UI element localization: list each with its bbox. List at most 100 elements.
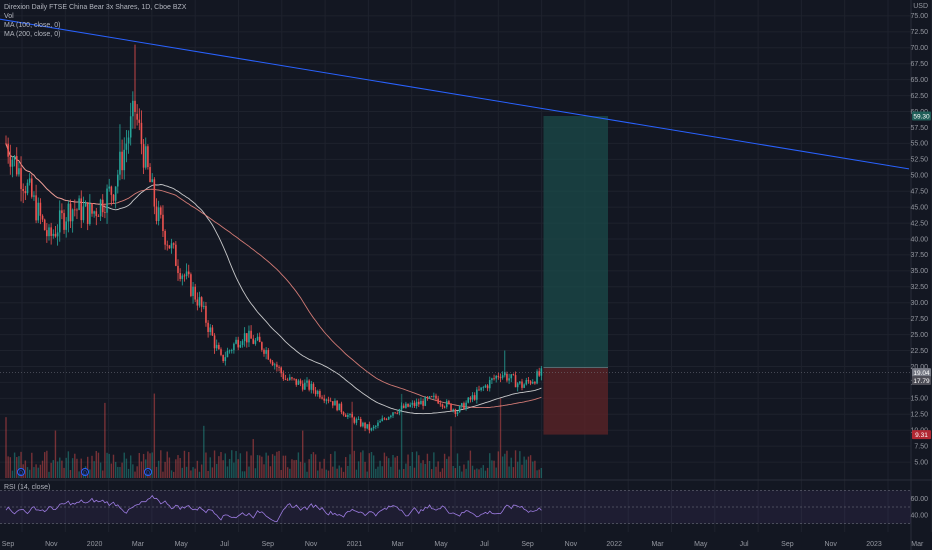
- volume-bar: [495, 467, 497, 478]
- candle-body: [512, 374, 515, 376]
- candle-body: [250, 330, 252, 339]
- candle-body: [162, 214, 164, 231]
- candle-body: [370, 428, 373, 431]
- volume-bar: [211, 467, 214, 478]
- price-tag-label: 59.30: [913, 113, 930, 120]
- price-tag-label: 9.31: [915, 432, 928, 439]
- x-tick-label: Sep: [262, 541, 275, 548]
- candle-body: [149, 167, 151, 183]
- volume-bar: [486, 467, 489, 478]
- ma100-legend[interactable]: MA (100, close, 0): [4, 22, 61, 29]
- rsi-legend[interactable]: RSI (14, close): [4, 484, 51, 491]
- volume-bar: [398, 469, 401, 478]
- volume-bar: [112, 454, 115, 478]
- candle-body: [125, 143, 128, 150]
- price-tag: 9.31: [912, 430, 931, 440]
- candle-body: [304, 382, 306, 390]
- price-tag-box: [912, 368, 931, 378]
- candle-body: [132, 100, 134, 117]
- volume-bar: [536, 470, 538, 478]
- volume-bar: [200, 464, 203, 478]
- volume-bar: [527, 456, 530, 478]
- candle-body: [314, 390, 317, 395]
- volume-bar: [280, 469, 282, 478]
- volume-bar: [198, 471, 201, 478]
- candle-body: [338, 403, 341, 411]
- candle-body: [372, 426, 375, 429]
- volume-bar: [379, 460, 381, 478]
- candle-body: [164, 230, 166, 245]
- volume-bar: [385, 456, 388, 478]
- volume-bar: [177, 455, 179, 478]
- volume-bar: [31, 452, 33, 478]
- candle-body: [491, 378, 493, 381]
- candle-body: [269, 359, 272, 362]
- candle-body: [465, 402, 467, 410]
- y-tick-label: 15.00: [910, 396, 928, 403]
- candle-body: [430, 396, 433, 398]
- volume-bar: [355, 469, 358, 478]
- volume-bar: [50, 462, 52, 478]
- volume-bar: [523, 456, 525, 478]
- candle-body: [170, 243, 173, 249]
- volume-bar: [231, 450, 233, 478]
- event-marker-dot: [81, 468, 89, 476]
- candle-body: [525, 380, 528, 385]
- candle-body: [254, 340, 257, 344]
- symbol-title[interactable]: Direxion Daily FTSE China Bear 3x Shares…: [4, 4, 187, 11]
- candle-body: [441, 404, 444, 407]
- volume-bar: [471, 465, 474, 478]
- y-tick-label: 52.50: [910, 157, 928, 164]
- chart-legend: Direxion Daily FTSE China Bear 3x Shares…: [4, 3, 186, 39]
- volume-bar: [510, 457, 512, 478]
- volume-bar: [506, 450, 508, 478]
- volume-bar: [237, 459, 239, 478]
- volume-bar: [514, 450, 517, 478]
- volume-bar: [424, 463, 426, 478]
- candle-body: [306, 380, 308, 383]
- volume-bar: [61, 460, 63, 478]
- y-tick-label: 12.50: [910, 412, 928, 419]
- volume-bar: [246, 451, 248, 478]
- candle-body: [134, 100, 136, 113]
- volume-bar: [306, 471, 308, 478]
- volume-legend[interactable]: Vol: [4, 13, 14, 20]
- volume-bar: [175, 459, 177, 478]
- x-tick-label: Nov: [45, 541, 58, 548]
- candle-body: [37, 202, 40, 221]
- x-tick-label: Nov: [824, 541, 837, 548]
- volume-bar: [368, 453, 371, 478]
- candle-body: [510, 374, 513, 379]
- volume-bar: [179, 458, 181, 478]
- volume-bar: [93, 461, 95, 478]
- volume-bar: [439, 471, 441, 478]
- candle-body: [198, 297, 201, 306]
- volume-bar: [164, 461, 166, 478]
- volume-bar: [33, 467, 35, 478]
- volume-bar: [383, 452, 386, 478]
- volume-bar: [16, 457, 18, 478]
- candle-body: [177, 265, 179, 274]
- candle-body: [99, 199, 102, 217]
- candle-body: [39, 202, 42, 216]
- volume-bar: [538, 469, 540, 478]
- volume-bar: [465, 468, 467, 478]
- volume-bar: [271, 454, 274, 478]
- candle-body: [418, 401, 420, 405]
- candle-body: [31, 178, 33, 197]
- volume-bar: [400, 393, 403, 478]
- volume-bar: [203, 425, 205, 478]
- volume-bar: [334, 451, 336, 478]
- candle-body: [52, 233, 55, 236]
- volume-bar: [67, 451, 70, 478]
- volume-bar: [274, 455, 276, 478]
- event-marker-dot: [144, 468, 152, 476]
- volume-bar: [482, 465, 484, 478]
- candle-body: [76, 209, 78, 211]
- candle-body: [26, 182, 29, 194]
- candle-body: [235, 339, 237, 344]
- ma200-legend[interactable]: MA (200, close, 0): [4, 31, 61, 38]
- volume-bar: [332, 466, 334, 478]
